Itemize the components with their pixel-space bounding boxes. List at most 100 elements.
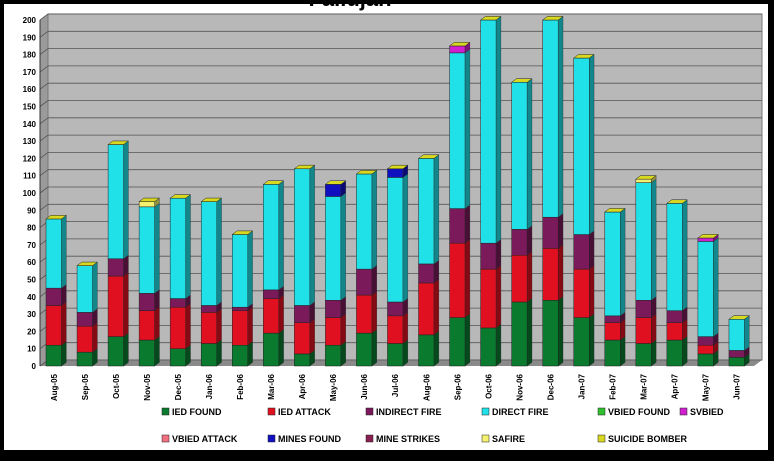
x-tick-label: Mar-07 [640,373,649,399]
bar-side [620,208,626,317]
bar-segment [45,344,62,367]
bar-segment [573,268,590,318]
legend-label: SAFIRE [492,434,525,444]
legend-swatch [481,434,490,443]
bar-segment [604,322,621,341]
bar-segment [200,201,217,306]
legend-label: IED ATTACK [278,407,331,417]
bar-side [278,180,284,291]
bar-side [589,313,595,367]
bar-side [433,330,439,367]
bar-segment [138,339,155,367]
bar-segment [604,315,621,323]
bar-side [402,311,408,344]
bar-segment [480,268,497,329]
x-tick-label: Feb-07 [609,373,618,399]
bar-segment [138,293,155,311]
bar-side [464,239,471,318]
bar-segment [697,344,714,355]
x-tick-label: Oct-05 [112,373,121,398]
bar-segment [418,334,435,367]
bar-segment [76,351,93,367]
bar-side [558,16,564,218]
bar-top [200,197,223,202]
legend-label: SUICIDE BOMBER [608,434,688,444]
x-tick-label: Apr-07 [671,373,680,399]
bar-segment [511,229,528,256]
legend-label: MINE STRIKES [376,434,440,444]
bar-segment [169,348,186,367]
bar-side [247,230,253,308]
bar-segment [449,317,466,367]
bar-side [682,199,688,311]
bar-segment [635,178,652,183]
gridline-side [39,48,49,55]
x-tick-label: Nov-06 [515,373,524,400]
bar-segment [263,184,280,291]
bar-side [154,202,160,294]
bar-top [138,197,161,202]
bar-side [247,306,253,346]
y-tick-label: 30 [27,310,36,319]
bar-segment [263,289,280,299]
bar-side [620,336,626,367]
x-tick-label: Sep-05 [81,373,90,400]
bar-side [589,265,595,318]
bar-segment [356,268,373,296]
bar-top [541,16,564,21]
bar-side [495,324,502,367]
bar-segment [169,197,186,299]
bar-side [309,164,315,306]
bar-top [231,230,254,235]
bar-side [216,308,222,344]
bar-segment [76,312,93,327]
y-tick-label: 40 [27,293,36,302]
x-tick-label: Jun-07 [733,373,742,399]
gridline-side [39,134,49,142]
x-tick-label: Dec-05 [174,373,183,400]
bar-segment [449,242,466,318]
bar-side [247,341,253,367]
bar-segment [511,255,528,303]
x-tick-label: Aug-05 [50,373,59,401]
legend-swatch [597,407,606,416]
bar-segment [511,82,528,230]
bar-top [45,215,68,220]
bar-segment [325,196,342,301]
bar-side [527,225,533,256]
bar-segment [635,343,652,367]
x-tick-label: Aug-06 [422,373,431,401]
bar-segment [697,237,714,242]
y-tick-label: 170 [23,68,37,77]
bar-side [340,192,346,301]
bar-side [495,16,502,244]
legend-label: INDIRECT FIRE [376,407,442,417]
y-tick-label: 100 [23,189,37,198]
bar-segment [480,19,497,244]
gridline-side [39,82,49,90]
x-tick-label: Feb-06 [236,373,245,399]
bar-side [309,318,315,355]
bar-side [682,336,688,367]
bar-segment [138,206,155,294]
bar-top [572,54,595,59]
bar-side [464,48,471,209]
bar-side [123,272,129,337]
bar-side [527,251,533,303]
bar-segment [325,317,342,346]
bar-segment [169,306,186,349]
bar-segment [697,241,714,337]
bar-side [61,341,67,367]
bar-side [558,296,564,367]
y-tick-label: 140 [23,120,37,129]
bar-top [728,315,751,320]
bar-top [697,234,719,239]
x-tick-label: Oct-06 [484,373,493,398]
y-tick-label: 60 [27,258,36,267]
y-tick-label: 160 [23,85,37,94]
bar-top [76,261,99,266]
bar-side [651,313,657,344]
legend-swatch [161,407,170,416]
